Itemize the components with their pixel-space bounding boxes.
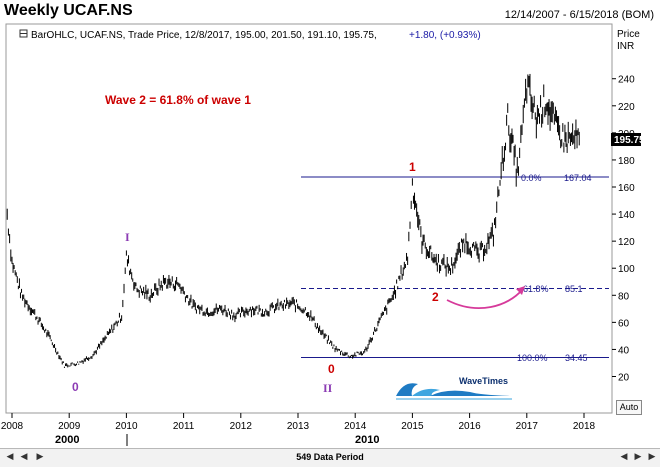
- x-tick-label: 2018: [573, 421, 596, 432]
- date-range: 12/14/2007 - 6/15/2018 (BOM): [504, 9, 654, 21]
- y-tick-label: 140: [618, 210, 635, 221]
- x-tick-label: 2010: [115, 421, 138, 432]
- y-tick-label: 180: [618, 156, 635, 167]
- fib-label-100: 100.0%: [517, 353, 548, 363]
- legend-text: BarOHLC, UCAF.NS, Trade Price, 12/8/2017…: [31, 30, 377, 41]
- curved-arrow: [446, 289, 523, 309]
- fib-label-0: 0.0%: [521, 173, 542, 183]
- x-tick-label: 2008: [1, 421, 24, 432]
- logo-text: WaveTimes: [459, 376, 508, 386]
- scroll-left-icon[interactable]: ◀: [6, 452, 14, 462]
- wave-label-II: II: [323, 381, 333, 395]
- legend-change: +1.80, (+0.93%): [409, 30, 481, 41]
- fib-value-100: 34.45: [565, 353, 588, 363]
- x-tick-label: 2013: [287, 421, 310, 432]
- y-tick-label: 100: [618, 264, 635, 275]
- subwave-label-1: 1: [409, 160, 416, 174]
- last-price-badge: [611, 133, 641, 146]
- subwave-label-0: 0: [328, 362, 335, 376]
- chart-title: Weekly UCAF.NS: [4, 2, 133, 19]
- wave-annotation: Wave 2 = 61.8% of wave 1: [105, 93, 251, 107]
- y-tick-label: 220: [618, 102, 635, 113]
- x-tick-label: 2014: [344, 421, 367, 432]
- scroll-right-step-icon[interactable]: ▶: [36, 452, 44, 462]
- x-axis-ticks: 2008 2009 2010 2011 2012 2013 2014 2015 2016 2017…: [1, 413, 596, 432]
- plot-frame: [5, 23, 613, 414]
- scroll-forward-icon[interactable]: ▶: [634, 452, 642, 462]
- fib-value-0: 167.04: [564, 173, 592, 183]
- x-tick-label: 2009: [58, 421, 81, 432]
- chart-area[interactable]: BarOHLC, UCAF.NS, Trade Price, 12/8/2017…: [0, 0, 660, 448]
- price-bars: [6, 73, 580, 368]
- y-tick-label: 80: [618, 291, 630, 302]
- x-tick-label: 2017: [516, 421, 539, 432]
- y-tick-label: 240: [618, 75, 635, 86]
- major-year-2000: 2000: [55, 434, 79, 446]
- y-tick-label: 160: [618, 183, 635, 194]
- y-tick-label: 120: [618, 237, 635, 248]
- scroll-left-step-icon[interactable]: ◀: [20, 452, 28, 462]
- y-axis-price-label: Price: [617, 29, 640, 40]
- x-tick-label: 2015: [401, 421, 424, 432]
- x-tick-label: 2011: [173, 421, 195, 432]
- arrow-head-icon: [516, 286, 525, 295]
- scroll-end-icon[interactable]: ▶: [648, 452, 656, 462]
- auto-scale-button[interactable]: Auto: [616, 400, 642, 415]
- y-axis-ticks: 20406080100120140160180200220240: [612, 75, 635, 384]
- x-tick-label: 2016: [458, 421, 481, 432]
- wave-label-I: I: [125, 230, 130, 244]
- footer-scrollbar[interactable]: ◀ ◀ ▶ 549 Data Period ◀ ▶ ▶: [0, 448, 660, 467]
- last-price-value: 195.75: [614, 135, 645, 146]
- wave-logo: WaveTimes: [396, 376, 512, 400]
- fib-value-618: 85.1: [565, 284, 583, 294]
- major-year-2010: 2010: [355, 434, 379, 446]
- y-tick-label: 40: [618, 345, 630, 356]
- subwave-label-2: 2: [432, 290, 439, 304]
- scroll-back-icon[interactable]: ◀: [620, 452, 628, 462]
- y-tick-label: 20: [618, 373, 630, 384]
- data-period-label: 549 Data Period: [296, 452, 364, 462]
- wave-label-0: 0: [72, 380, 79, 394]
- x-tick-label: 2012: [230, 421, 253, 432]
- y-axis-currency-label: INR: [617, 41, 634, 52]
- fib-label-618: 61.8%: [523, 284, 549, 294]
- y-tick-label: 60: [618, 318, 630, 329]
